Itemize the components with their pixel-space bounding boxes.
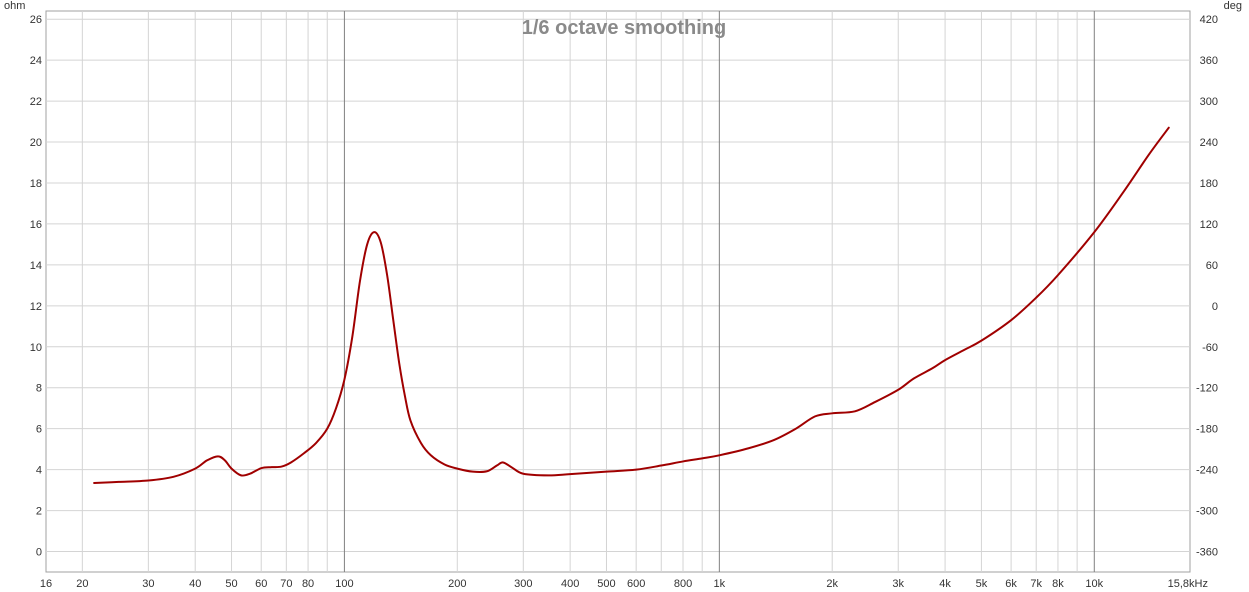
- y-right-tick-label: 120: [1200, 219, 1218, 231]
- y-right-unit-label: deg: [1224, 0, 1242, 12]
- y-right-tick-labels: -360 -300 -240 -180 -120 -60 0 60 120 180 240 300 36…: [1196, 14, 1218, 558]
- y-left-tick-label: 12: [30, 301, 42, 313]
- x-tick-label: 3k: [892, 578, 904, 590]
- y-right-tick-label: -240: [1196, 465, 1218, 477]
- impedance-series-line: [93, 126, 1170, 484]
- major-grid: [343, 11, 1095, 572]
- x-tick-label: 1k: [714, 578, 726, 590]
- y-right-tick-label: 420: [1200, 14, 1218, 26]
- x-tick-label: 15,8kHz: [1168, 578, 1208, 590]
- x-tick-label: 8k: [1052, 578, 1064, 590]
- series-layer: [93, 126, 1170, 484]
- y-left-tick-label: 22: [30, 96, 42, 108]
- x-tick-label: 7k: [1030, 578, 1042, 590]
- y-left-tick-label: 0: [36, 547, 42, 559]
- x-tick-label: 2k: [826, 578, 838, 590]
- y-left-tick-label: 2: [36, 506, 42, 518]
- y-right-tick-label: -180: [1196, 424, 1218, 436]
- x-tick-label: 300: [514, 578, 532, 590]
- minor-grid: [46, 11, 1190, 572]
- y-left-tick-label: 6: [36, 424, 42, 436]
- chart-title: 1/6 octave smoothing: [522, 17, 727, 39]
- x-tick-label: 10k: [1085, 578, 1103, 590]
- x-tick-label: 400: [561, 578, 579, 590]
- y-left-tick-label: 8: [36, 383, 42, 395]
- y-left-tick-label: 26: [30, 14, 42, 26]
- y-right-tick-label: 180: [1200, 178, 1218, 190]
- x-tick-label: 5k: [976, 578, 988, 590]
- x-tick-label: 70: [280, 578, 292, 590]
- x-tick-labels: 16 20 30 40 50 60 70 80 100 200 300 400 500 600 800 1k 2…: [40, 578, 1208, 590]
- y-left-tick-label: 20: [30, 137, 42, 149]
- y-right-tick-label: 60: [1206, 260, 1218, 272]
- x-tick-label: 500: [597, 578, 615, 590]
- y-left-tick-label: 14: [30, 260, 42, 272]
- x-tick-label: 4k: [939, 578, 951, 590]
- y-right-tick-label: 360: [1200, 55, 1218, 67]
- y-right-tick-label: -60: [1202, 342, 1218, 354]
- y-right-tick-label: 240: [1200, 137, 1218, 149]
- x-tick-label: 200: [448, 578, 466, 590]
- y-right-tick-label: -360: [1196, 547, 1218, 559]
- x-tick-label: 6k: [1005, 578, 1017, 590]
- y-left-tick-label: 16: [30, 219, 42, 231]
- x-tick-label: 80: [302, 578, 314, 590]
- y-right-tick-label: -300: [1196, 506, 1218, 518]
- x-tick-label: 30: [142, 578, 154, 590]
- x-tick-label: 40: [189, 578, 201, 590]
- x-tick-label: 60: [255, 578, 267, 590]
- y-left-tick-label: 4: [36, 465, 42, 477]
- x-tick-label: 16: [40, 578, 52, 590]
- x-tick-label: 600: [627, 578, 645, 590]
- plot-area: [45, 10, 1191, 573]
- y-right-tick-label: 300: [1200, 96, 1218, 108]
- x-tick-label: 800: [674, 578, 692, 590]
- x-tick-label: 20: [76, 578, 88, 590]
- y-left-tick-label: 24: [30, 55, 42, 67]
- y-right-tick-label: -120: [1196, 383, 1218, 395]
- y-left-tick-label: 18: [30, 178, 42, 190]
- x-tick-label: 50: [225, 578, 237, 590]
- y-left-tick-label: 10: [30, 342, 42, 354]
- y-left-unit-label: ohm: [4, 0, 25, 12]
- y-right-tick-label: 0: [1212, 301, 1218, 313]
- x-tick-label: 100: [335, 578, 353, 590]
